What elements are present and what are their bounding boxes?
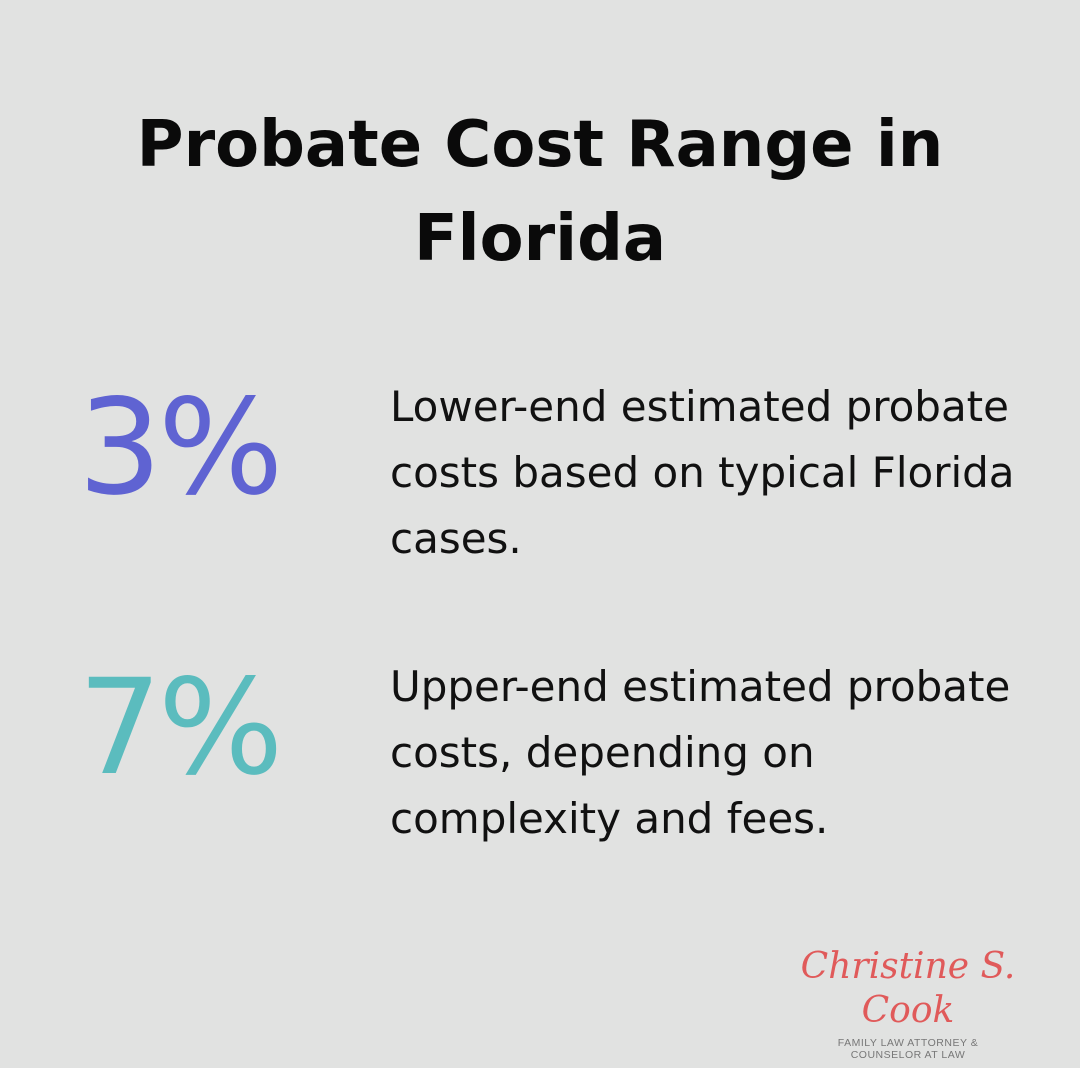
stat-value-high: 7% [78,651,283,805]
page-title: Probate Cost Range in Florida [136,108,944,276]
brand-logo: Christine S. Cook FAMILY LAW ATTORNEY & … [768,945,1048,1061]
logo-tagline-1: FAMILY LAW ATTORNEY & [837,1037,979,1049]
stat-description-high: Upper-end estimated probate costs, depen… [390,662,1011,843]
stat-description-low: Lower-end estimated probate costs based … [390,382,1015,563]
logo-tagline-2: COUNSELOR AT LAW [850,1049,966,1061]
stat-value-low: 3% [78,371,283,525]
logo-name: Christine S. Cook [800,946,1016,1031]
